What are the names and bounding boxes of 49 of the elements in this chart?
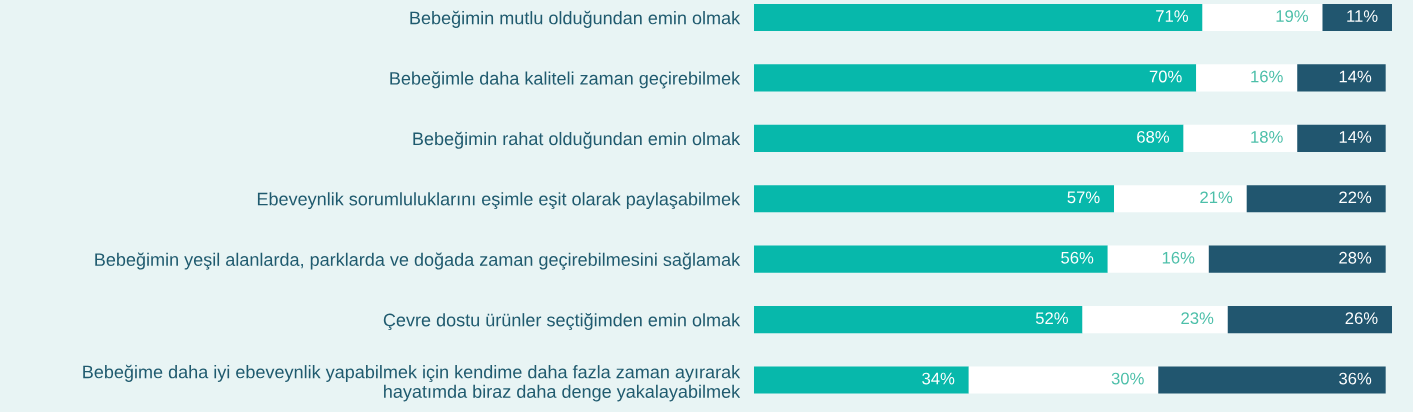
data-label: 14% xyxy=(1339,131,1372,143)
y-tick-label: Bebeğimin yeşil alanlarda, parklarda ve doğada zaman geçirebilmesini sağlamak xyxy=(95,252,741,270)
data-label: 16% xyxy=(1162,251,1195,264)
bar xyxy=(1107,245,1209,273)
data-label: 30% xyxy=(1111,372,1144,385)
data-label: 56% xyxy=(1061,251,1094,264)
y-tick-label: Çevre dostu ürünler seçtiğimden emin olmak xyxy=(383,312,741,331)
bar xyxy=(754,366,969,394)
data-label: 34% xyxy=(922,372,955,385)
bar xyxy=(754,245,1108,273)
data-label: 68% xyxy=(1137,131,1170,143)
data-label: 21% xyxy=(1200,191,1233,204)
y-tick-label: Ebeveynlik sorumluluklarını eşimle eşit olarak paylaşabilmek xyxy=(257,192,741,210)
bar xyxy=(1202,3,1323,32)
bar xyxy=(754,64,1197,92)
data-label: 36% xyxy=(1339,372,1372,385)
data-label: 26% xyxy=(1345,312,1378,325)
data-label: 22% xyxy=(1339,191,1372,204)
bar xyxy=(1183,124,1298,152)
data-label: 18% xyxy=(1251,131,1283,143)
y-tick-label: Bebeğime daha iyi ebeveynlik yapabilmek için kendime daha fazla zaman ayırarak hayatımda biraz daha denge yakalayabilmek xyxy=(83,364,741,402)
bar xyxy=(1208,245,1386,273)
data-label: 70% xyxy=(1149,70,1182,83)
bar xyxy=(1158,366,1386,394)
data-label: 16% xyxy=(1251,70,1283,83)
bar xyxy=(754,3,1203,32)
bar xyxy=(1322,3,1392,32)
bar xyxy=(754,305,1083,334)
data-label: 52% xyxy=(1035,312,1068,325)
y-tick-label: Bebeğimin mutlu olduğundan emin olmak xyxy=(410,10,741,28)
bar xyxy=(1297,124,1386,152)
data-label: 11% xyxy=(1347,10,1378,22)
bar xyxy=(1196,64,1298,92)
bar xyxy=(754,124,1184,152)
bar xyxy=(1082,305,1228,334)
data-label: 19% xyxy=(1276,10,1309,22)
data-label: 23% xyxy=(1181,312,1214,325)
data-label: 28% xyxy=(1339,251,1372,264)
bar xyxy=(1227,305,1392,334)
bar xyxy=(1114,185,1247,213)
bar xyxy=(1297,64,1386,92)
bar xyxy=(754,185,1115,213)
data-label: 57% xyxy=(1067,191,1100,204)
y-tick-label: Bebeğimin rahat olduğundan emin olmak xyxy=(413,131,741,149)
y-tick-label: Bebeğimle daha kaliteli zaman geçirebilmek xyxy=(390,71,741,89)
data-label: 71% xyxy=(1156,10,1189,22)
bar xyxy=(968,366,1159,394)
bar xyxy=(1246,185,1386,213)
data-label: 14% xyxy=(1339,70,1372,83)
